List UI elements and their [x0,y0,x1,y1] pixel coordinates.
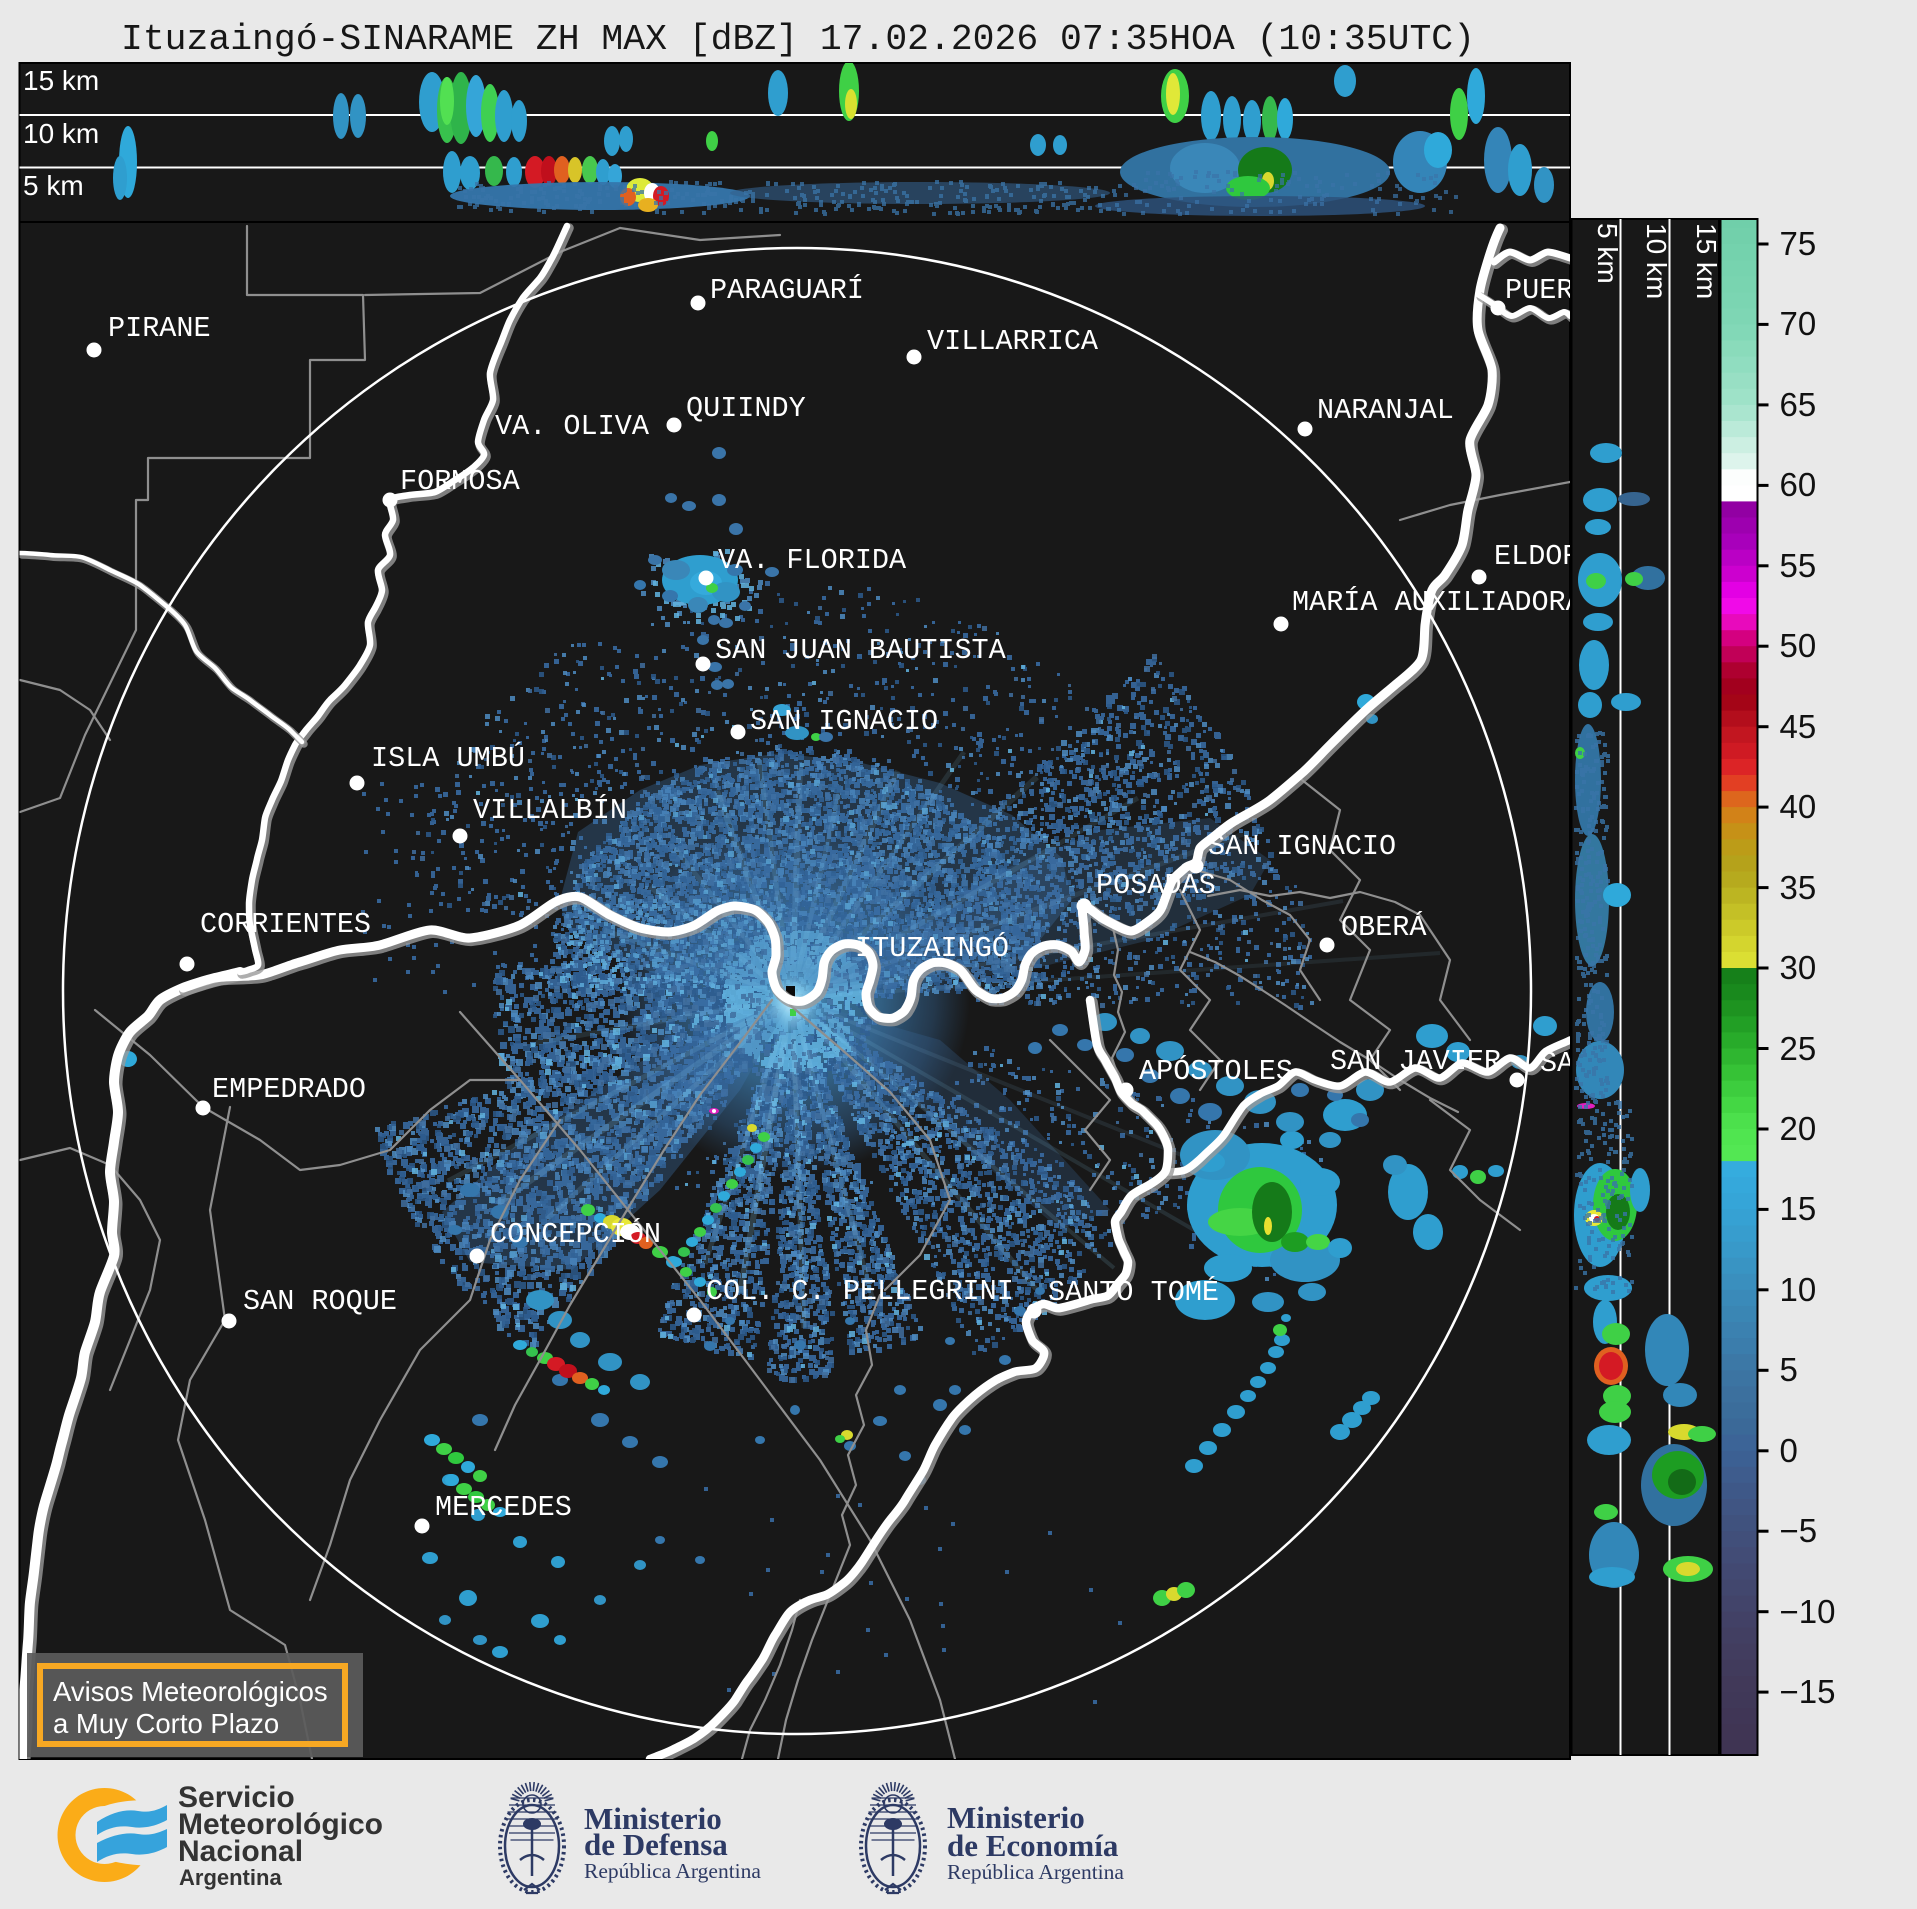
svg-text:5 km: 5 km [1592,223,1623,284]
svg-text:35: 35 [1780,869,1817,906]
svg-text:10 km: 10 km [23,118,99,149]
svg-text:Avisos Meteorológicos: Avisos Meteorológicos [53,1676,328,1707]
svg-text:Nacional: Nacional [178,1835,303,1868]
svg-text:Argentina: Argentina [179,1865,282,1890]
svg-text:SANTO TOMÉ: SANTO TOMÉ [1048,1276,1219,1309]
svg-text:SAN: SAN [1540,1047,1591,1080]
svg-text:VA. OLIVA: VA. OLIVA [495,410,650,443]
svg-text:NARANJAL: NARANJAL [1317,394,1454,427]
svg-text:SAN ROQUE: SAN ROQUE [243,1285,397,1318]
svg-text:SAN JUAN BAUTISTA: SAN JUAN BAUTISTA [715,634,1007,667]
svg-text:Ituzaingó-SINARAME ZH MAX [dBZ: Ituzaingó-SINARAME ZH MAX [dBZ] 17.02.20… [121,19,1475,60]
svg-text:−5: −5 [1780,1512,1818,1549]
svg-text:de Economía: de Economía [947,1828,1119,1863]
svg-text:10 km: 10 km [1641,223,1672,299]
svg-text:CORRIENTES: CORRIENTES [200,908,371,941]
svg-text:60: 60 [1780,466,1817,503]
svg-text:10: 10 [1780,1271,1817,1308]
svg-text:ISLA UMBÚ: ISLA UMBÚ [371,742,525,775]
svg-text:Ministerio: Ministerio [947,1800,1085,1835]
svg-text:50: 50 [1780,627,1817,664]
svg-text:de Defensa: de Defensa [584,1827,728,1862]
svg-text:Meteorológico: Meteorológico [178,1808,383,1841]
svg-text:15: 15 [1780,1190,1817,1227]
svg-text:CONCEPCIÓN: CONCEPCIÓN [490,1218,661,1251]
svg-text:65: 65 [1780,386,1817,423]
svg-text:70: 70 [1780,305,1817,342]
svg-text:25: 25 [1780,1030,1817,1067]
svg-text:15 km: 15 km [1691,223,1722,299]
svg-text:EMPEDRADO: EMPEDRADO [212,1073,366,1106]
svg-text:PUERTO: PUERTO [1505,274,1608,307]
svg-text:VA. FLORIDA: VA. FLORIDA [718,544,907,577]
svg-text:SAN IGNACIO: SAN IGNACIO [1208,830,1396,863]
svg-text:PARAGUARÍ: PARAGUARÍ [710,274,864,307]
svg-text:República Argentina: República Argentina [584,1859,761,1883]
svg-text:5 km: 5 km [23,170,84,201]
svg-text:APÓSTOLES: APÓSTOLES [1139,1055,1293,1088]
svg-text:ELDORADO: ELDORADO [1494,540,1631,573]
svg-text:VILLALBÍN: VILLALBÍN [473,794,627,827]
svg-text:30: 30 [1780,949,1817,986]
svg-text:−10: −10 [1780,1593,1836,1630]
svg-text:SAN IGNACIO: SAN IGNACIO [750,705,938,738]
svg-text:a Muy Corto Plazo: a Muy Corto Plazo [53,1708,279,1739]
svg-text:MERCEDES: MERCEDES [435,1491,572,1524]
svg-text:SAN JAVIER: SAN JAVIER [1330,1045,1501,1078]
svg-text:OBERÁ: OBERÁ [1341,911,1427,944]
svg-text:PIRANE: PIRANE [108,312,211,345]
svg-text:20: 20 [1780,1110,1817,1147]
svg-text:45: 45 [1780,708,1817,745]
svg-text:75: 75 [1780,225,1817,262]
svg-text:POSADAS: POSADAS [1096,869,1216,902]
svg-text:Servicio: Servicio [178,1781,295,1814]
svg-text:FORMOSA: FORMOSA [400,465,521,498]
svg-text:ITUZAINGÓ: ITUZAINGÓ [855,932,1009,965]
svg-text:República Argentina: República Argentina [947,1860,1124,1884]
svg-text:QUIINDY: QUIINDY [686,392,806,425]
svg-text:55: 55 [1780,547,1817,584]
svg-text:VILLARRICA: VILLARRICA [927,325,1099,358]
svg-text:40: 40 [1780,788,1817,825]
svg-text:MARÍA AUXILIADORA: MARÍA AUXILIADORA [1292,586,1584,619]
svg-text:Ministerio: Ministerio [584,1801,722,1836]
svg-text:0: 0 [1780,1432,1798,1469]
svg-text:COL. C. PELLEGRINI: COL. C. PELLEGRINI [706,1275,1014,1308]
svg-text:−15: −15 [1780,1673,1836,1710]
svg-text:15 km: 15 km [23,65,99,96]
svg-text:5: 5 [1780,1351,1798,1388]
